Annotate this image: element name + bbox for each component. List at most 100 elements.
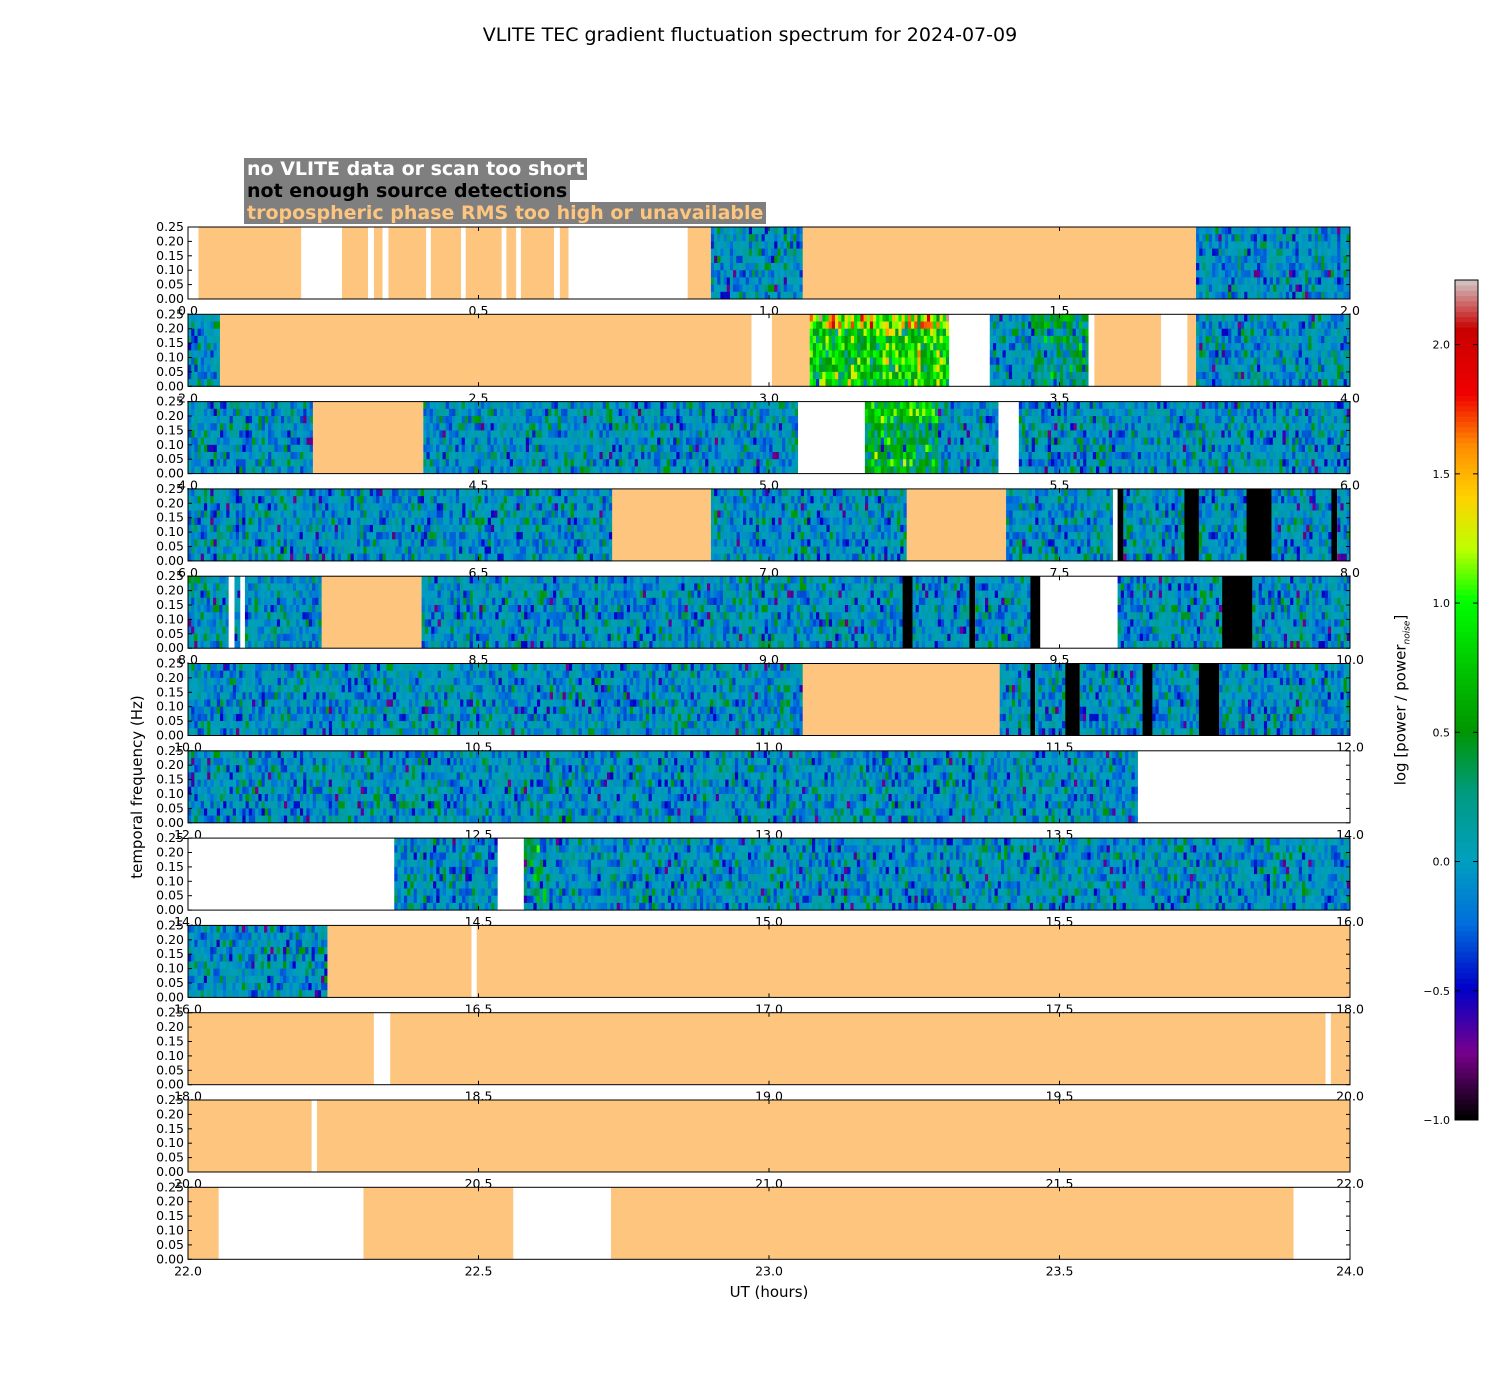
spectrum-cell: [755, 249, 759, 257]
spectrum-cell: [1270, 365, 1274, 373]
spectrum-cell: [749, 241, 753, 249]
spectrum-cell: [1321, 336, 1325, 344]
spectrum-cell: [1028, 314, 1032, 322]
spectrum-cell: [914, 372, 918, 380]
spectrum-cell: [1312, 241, 1316, 249]
spectrum-cell: [1344, 256, 1348, 264]
spectrum-cell: [730, 227, 734, 235]
spectrum-cell: [1235, 277, 1239, 285]
spectrum-cell: [1041, 336, 1045, 344]
spectrum-cell: [1286, 329, 1290, 337]
spectrum-cell: [1263, 343, 1267, 351]
spectrum-cell: [924, 314, 928, 322]
spectrum-cell: [1079, 358, 1083, 366]
spectrum-cell: [1082, 336, 1086, 344]
spectrum-cell: [1206, 358, 1210, 366]
spectrum-cell: [1337, 263, 1341, 271]
spectrum-cell: [889, 322, 893, 330]
spectrum-cell: [917, 314, 921, 322]
spectrum-cell: [201, 322, 205, 330]
spectrum-cell: [1009, 358, 1013, 366]
spectrum-cell: [1028, 365, 1032, 373]
spectrum-cell: [1247, 241, 1251, 249]
spectrum-cell: [1222, 285, 1226, 293]
spectrum-cell: [214, 379, 218, 387]
spectrum-cell: [1260, 285, 1264, 293]
spectrum-cell: [201, 336, 205, 344]
spectrum-cell: [905, 343, 909, 351]
spectrum-cell: [1251, 322, 1255, 330]
spectrum-cell: [1082, 329, 1086, 337]
spectrum-cell: [857, 372, 861, 380]
spectrum-cell: [1012, 329, 1016, 337]
spectrum-cell: [1022, 350, 1026, 358]
spectrum-cell: [908, 329, 912, 337]
spectrum-cell: [1295, 227, 1299, 235]
spectrum-cell: [876, 379, 880, 387]
spectrum-cell: [1047, 322, 1051, 330]
spectrum-cell: [1295, 249, 1299, 257]
spectrum-cell: [1199, 343, 1203, 351]
spectrum-cell: [1257, 350, 1261, 358]
spectrum-cell: [1289, 329, 1293, 337]
spectrum-cell: [711, 292, 715, 300]
spectrum-cell: [1003, 329, 1007, 337]
spectrum-cell: [832, 322, 836, 330]
spectrum-cell: [1206, 350, 1210, 358]
spectrum-cell: [1267, 241, 1271, 249]
spectrum-cell: [730, 241, 734, 249]
spectrum-cell: [1302, 322, 1306, 330]
spectrum-cell: [1063, 379, 1067, 387]
spectrum-cell: [829, 314, 833, 322]
spectrum-cell: [1292, 241, 1296, 249]
spectrum-cell: [1257, 234, 1261, 242]
spectrum-cell: [1273, 227, 1277, 235]
spectrum-cell: [781, 263, 785, 271]
spectrum-cell: [1299, 277, 1303, 285]
spectrum-cell: [1238, 249, 1242, 257]
spectrum-cell: [194, 329, 198, 337]
spectrum-cell: [857, 322, 861, 330]
spectrum-cell: [1257, 343, 1261, 351]
spectrum-cell: [1215, 372, 1219, 380]
spectrum-cell: [1012, 314, 1016, 322]
spectrum-cell: [762, 256, 766, 264]
spectrum-cell: [1003, 365, 1007, 373]
spectrum-cell: [188, 322, 192, 330]
spectrum-cell: [1286, 292, 1290, 300]
spectrum-cell: [1340, 322, 1344, 330]
spectrum-cell: [1057, 329, 1061, 337]
spectrum-cell: [1267, 372, 1271, 380]
spectrum-cell: [720, 227, 724, 235]
spectrum-cell: [758, 285, 762, 293]
spectrum-cell: [905, 365, 909, 373]
spectrum-cell: [194, 350, 198, 358]
spectrum-cell: [1302, 350, 1306, 358]
spectrum-cell: [1012, 372, 1016, 380]
spectrum-cell: [1085, 336, 1089, 344]
spectrum-cell: [1050, 372, 1054, 380]
spectrum-cell: [1209, 263, 1213, 271]
spectrum-cell: [996, 343, 1000, 351]
spectrum-cell: [191, 423, 195, 431]
spectrum-cell: [1244, 372, 1248, 380]
spectrum-cell: [1315, 270, 1319, 278]
spectrum-cell: [819, 365, 823, 373]
spectrum-cell: [1066, 343, 1070, 351]
spectrum-cell: [774, 241, 778, 249]
spectrum-cell: [1209, 285, 1213, 293]
spectrum-cell: [1218, 379, 1222, 387]
spectrum-cell: [876, 329, 880, 337]
spectrum-cell: [1308, 350, 1312, 358]
spectrum-cell: [793, 234, 797, 242]
spectrum-cell: [895, 314, 899, 322]
spectrum-cell: [1263, 277, 1267, 285]
spectrum-cell: [1257, 241, 1261, 249]
spectrum-cell: [940, 336, 944, 344]
spectrum-cell: [1251, 270, 1255, 278]
spectrum-cell: [845, 372, 849, 380]
spectrum-cell: [857, 343, 861, 351]
spectrum-cell: [1247, 256, 1251, 264]
spectrum-cell: [746, 285, 750, 293]
spectrum-cell: [1267, 336, 1271, 344]
